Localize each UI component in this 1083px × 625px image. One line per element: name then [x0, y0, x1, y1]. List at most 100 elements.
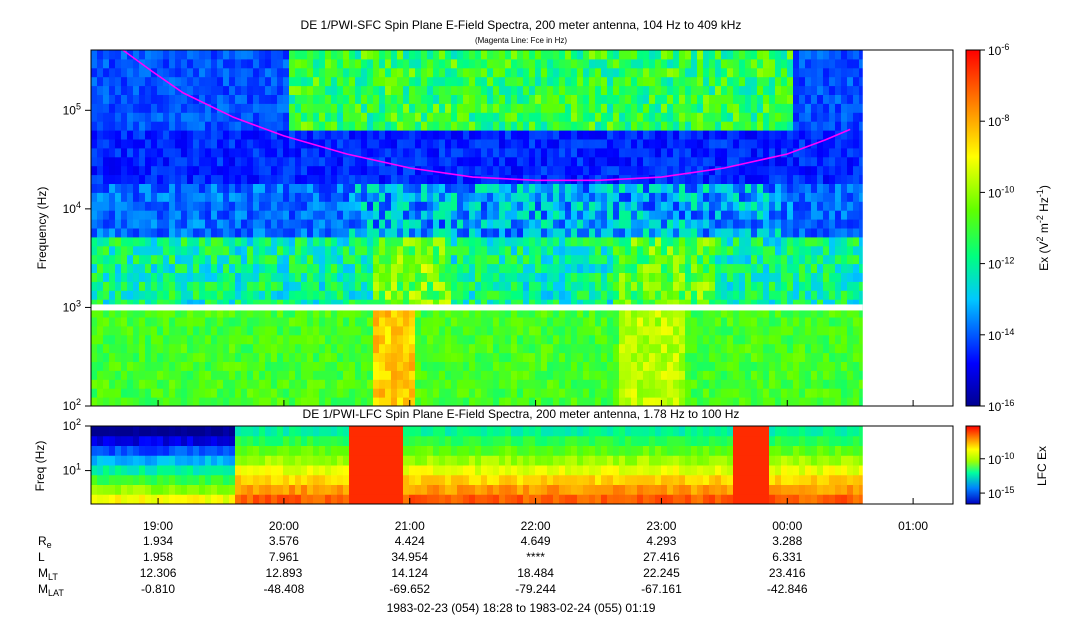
- top-heatmap-cell: [751, 94, 758, 104]
- top-heatmap-cell: [163, 210, 170, 220]
- top-heatmap-cell: [799, 85, 806, 95]
- top-heatmap-cell: [637, 254, 644, 265]
- top-heatmap-cell: [193, 121, 200, 131]
- top-heatmap-cell: [487, 236, 494, 247]
- top-heatmap-cell: [277, 192, 284, 202]
- top-heatmap-cell: [667, 58, 674, 69]
- top-heatmap-cell: [217, 263, 224, 273]
- top-heatmap-cell: [433, 290, 440, 300]
- top-heatmap-cell: [163, 254, 170, 265]
- top-heatmap-cell: [499, 397, 506, 407]
- top-heatmap-cell: [151, 50, 158, 60]
- top-heatmap-cell: [355, 325, 362, 336]
- top-heatmap-cell: [331, 370, 338, 380]
- top-heatmap-cell: [451, 397, 458, 407]
- top-heatmap-cell: [337, 174, 344, 184]
- top-heatmap-cell: [343, 379, 350, 389]
- top-heatmap-cell: [409, 308, 416, 318]
- top-heatmap-cell: [439, 379, 446, 389]
- top-heatmap-cell: [193, 263, 200, 273]
- top-heatmap-cell: [139, 281, 146, 291]
- top-heatmap-cell: [811, 174, 818, 184]
- top-heatmap-cell: [661, 334, 668, 345]
- top-heatmap-cell: [349, 317, 356, 327]
- top-heatmap-cell: [499, 245, 506, 256]
- top-heatmap-cell: [445, 103, 452, 113]
- top-heatmap-cell: [607, 236, 614, 247]
- top-heatmap-cell: [103, 103, 110, 113]
- top-heatmap-cell: [205, 352, 212, 362]
- top-heatmap-cell: [601, 343, 608, 354]
- top-heatmap-cell: [331, 361, 338, 371]
- top-heatmap-cell: [229, 50, 236, 60]
- top-heatmap-cell: [607, 352, 614, 362]
- top-heatmap-cell: [265, 76, 272, 87]
- top-heatmap-cell: [733, 174, 740, 184]
- top-heatmap-cell: [313, 388, 320, 398]
- top-heatmap-cell: [223, 50, 230, 60]
- top-heatmap-cell: [145, 183, 152, 193]
- top-heatmap-cell: [391, 219, 398, 229]
- top-heatmap-cell: [595, 67, 602, 78]
- top-heatmap-cell: [535, 130, 542, 140]
- top-heatmap-cell: [505, 325, 512, 336]
- top-heatmap-cell: [709, 147, 716, 158]
- top-heatmap-cell: [187, 201, 194, 211]
- top-heatmap-cell: [715, 272, 722, 282]
- top-heatmap-cell: [211, 397, 218, 407]
- top-heatmap-cell: [829, 325, 836, 336]
- top-heatmap-cell: [523, 219, 530, 229]
- top-heatmap-cell: [379, 201, 386, 211]
- top-heatmap-cell: [313, 308, 320, 318]
- top-heatmap-cell: [739, 254, 746, 265]
- top-heatmap-cell: [757, 50, 764, 60]
- top-heatmap-cell: [799, 121, 806, 131]
- top-heatmap-cell: [301, 325, 308, 336]
- top-heatmap-cell: [229, 94, 236, 104]
- top-heatmap-cell: [631, 379, 638, 389]
- top-heatmap-cell: [295, 85, 302, 95]
- top-heatmap-cell: [199, 343, 206, 354]
- top-heatmap-cell: [445, 85, 452, 95]
- top-heatmap-cell: [277, 121, 284, 131]
- top-heatmap-cell: [577, 325, 584, 336]
- top-heatmap-cell: [421, 325, 428, 336]
- top-heatmap-cell: [775, 112, 782, 122]
- top-heatmap-cell: [241, 299, 248, 309]
- top-heatmap-cell: [97, 219, 104, 229]
- top-heatmap-cell: [697, 352, 704, 362]
- top-heatmap-cell: [823, 236, 830, 247]
- top-heatmap-cell: [235, 85, 242, 95]
- top-heatmap-cell: [685, 245, 692, 256]
- top-heatmap-cell: [253, 156, 260, 167]
- top-heatmap-cell: [457, 397, 464, 407]
- top-heatmap-cell: [433, 254, 440, 265]
- top-heatmap-cell: [649, 361, 656, 371]
- top-heatmap-cell: [703, 76, 710, 87]
- top-heatmap-cell: [403, 388, 410, 398]
- top-heatmap-cell: [469, 370, 476, 380]
- top-heatmap-cell: [595, 325, 602, 336]
- top-heatmap-cell: [571, 325, 578, 336]
- top-heatmap-cell: [169, 76, 176, 87]
- top-heatmap-cell: [667, 388, 674, 398]
- top-heatmap-cell: [571, 272, 578, 282]
- top-heatmap-cell: [661, 325, 668, 336]
- top-heatmap-cell: [721, 379, 728, 389]
- top-heatmap-cell: [535, 352, 542, 362]
- top-heatmap-cell: [229, 147, 236, 158]
- top-heatmap-cell: [289, 67, 296, 78]
- top-heatmap-cell: [433, 139, 440, 149]
- top-heatmap-cell: [781, 370, 788, 380]
- top-heatmap-cell: [109, 67, 116, 78]
- top-heatmap-cell: [127, 228, 134, 238]
- top-heatmap-cell: [307, 308, 314, 318]
- top-heatmap-cell: [349, 254, 356, 265]
- top-heatmap-cell: [307, 121, 314, 131]
- top-heatmap-cell: [349, 103, 356, 113]
- top-heatmap-cell: [679, 192, 686, 202]
- top-heatmap-cell: [499, 236, 506, 247]
- top-heatmap-cell: [499, 272, 506, 282]
- top-heatmap-cell: [373, 76, 380, 87]
- top-heatmap-cell: [385, 361, 392, 371]
